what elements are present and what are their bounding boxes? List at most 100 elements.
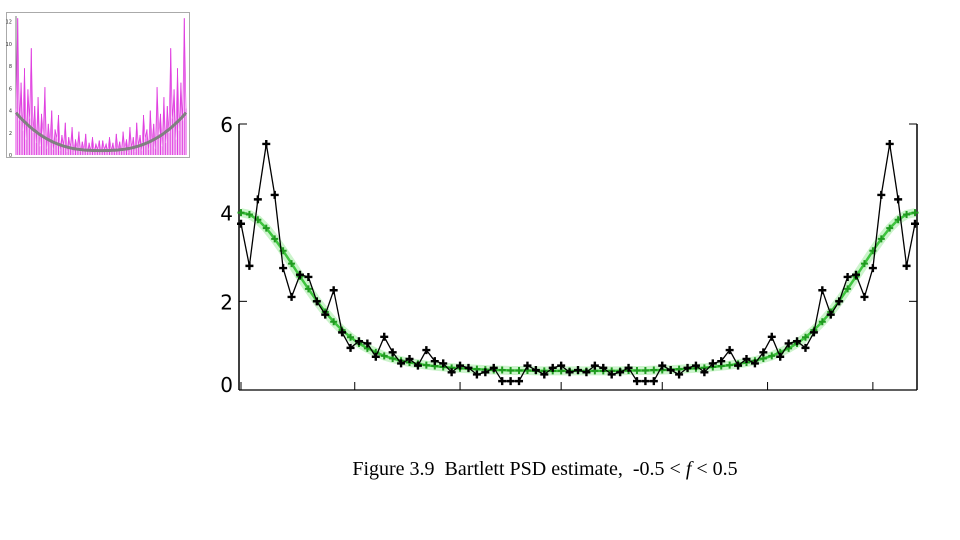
raw-series-point	[270, 190, 279, 199]
smooth-series-point	[911, 209, 919, 217]
smooth-series-point	[886, 224, 894, 232]
smooth-series-point	[641, 366, 649, 374]
thumb-y-tick-label: 6	[9, 86, 12, 92]
raw-series-point	[565, 368, 574, 377]
smooth-series-point	[380, 352, 388, 360]
raw-series-point	[287, 292, 296, 301]
raw-series-point	[809, 328, 818, 337]
raw-series-point	[574, 366, 582, 375]
raw-series-point	[548, 363, 557, 372]
raw-series-point	[523, 361, 532, 370]
raw-series-point	[295, 270, 304, 279]
raw-series-point	[506, 377, 515, 386]
raw-series-point	[447, 368, 456, 377]
raw-series-point	[354, 337, 363, 346]
raw-series-point	[262, 139, 271, 148]
raw-series-point	[481, 368, 490, 377]
raw-series-point	[363, 339, 372, 348]
thumb-y-tick-label: 2	[9, 131, 12, 137]
raw-series-point	[472, 370, 481, 379]
smooth-series-point	[245, 210, 253, 218]
smooth-series-point	[768, 352, 776, 360]
caption-prefix: Figure 3.9 Bartlett PSD estimate, -0.5 <	[352, 458, 686, 480]
y-tick-label: 4	[220, 202, 233, 226]
smooth-series-point	[271, 235, 279, 243]
raw-series-point	[911, 219, 919, 228]
smooth-series-line	[240, 211, 916, 373]
raw-series-point	[582, 368, 591, 377]
smooth-series-point	[330, 318, 338, 326]
raw-series-point	[776, 352, 785, 361]
raw-series-point	[430, 357, 439, 366]
raw-series-point	[245, 261, 254, 270]
raw-series-point	[346, 343, 355, 352]
thumb-y-tick-label: 10	[6, 42, 12, 48]
raw-series-point	[717, 357, 726, 366]
psd-chart: 0 2 4 6	[220, 113, 919, 397]
thumb-y-tick-label: 0	[9, 153, 12, 158]
raw-series-point	[531, 366, 540, 375]
raw-series-point	[321, 310, 330, 319]
thumb-raw-line	[15, 18, 187, 153]
raw-series-point	[456, 361, 465, 370]
raw-series-point	[464, 363, 473, 372]
raw-series-point	[700, 368, 709, 377]
raw-series-point	[253, 195, 262, 204]
raw-series-point	[902, 261, 911, 270]
thumb-y-tick-label: 4	[9, 109, 12, 115]
smooth-series-point	[422, 361, 430, 369]
raw-series-point	[750, 359, 759, 368]
raw-series-point	[675, 370, 684, 379]
y-tick-label: 2	[220, 290, 233, 314]
raw-series-point	[237, 219, 245, 228]
raw-series-point	[632, 377, 641, 386]
y-tick-label: 6	[220, 113, 233, 137]
raw-series-point	[658, 361, 667, 370]
raw-series-point	[557, 361, 566, 370]
smooth-series-point	[818, 318, 826, 326]
raw-series-point	[649, 377, 658, 386]
raw-series-point	[843, 272, 852, 281]
smooth-series-point	[650, 366, 658, 374]
smooth-series-point	[498, 366, 506, 374]
raw-series-point	[498, 377, 507, 386]
smooth-series-point	[844, 285, 852, 293]
raw-series-point	[793, 337, 802, 346]
raw-series-point	[388, 348, 397, 357]
raw-series-point	[666, 366, 675, 375]
raw-series-point	[818, 286, 827, 295]
raw-series-point	[439, 359, 448, 368]
thumbnail-chart: 0 2 4 6 8 10 12	[6, 12, 190, 158]
raw-series-point	[759, 348, 768, 357]
raw-series-point	[607, 370, 616, 379]
raw-series-point	[422, 346, 431, 355]
smooth-series-point	[633, 366, 641, 374]
raw-series-point	[329, 286, 338, 295]
raw-series-point	[852, 270, 861, 279]
raw-series-point	[405, 354, 414, 363]
smooth-series-point	[726, 361, 734, 369]
raw-series-point	[691, 361, 700, 370]
raw-series-point	[397, 359, 406, 368]
raw-series-point	[734, 361, 743, 370]
raw-series-point	[312, 297, 321, 306]
smooth-series-point	[288, 260, 296, 268]
smooth-series-point	[262, 224, 270, 232]
smooth-series-glow	[240, 208, 916, 376]
smooth-series-point	[237, 209, 245, 217]
raw-series-point	[835, 297, 844, 306]
thumb-y-tick-label: 8	[9, 64, 12, 70]
raw-series-point	[885, 139, 894, 148]
caption-suffix: < 0.5	[691, 458, 738, 480]
raw-series-point	[868, 264, 877, 273]
raw-series-point	[413, 361, 422, 370]
smooth-series-point	[877, 235, 885, 243]
smooth-series-point	[304, 285, 312, 293]
raw-series-point	[826, 310, 835, 319]
y-tick-label: 0	[220, 373, 233, 397]
raw-series-point	[641, 377, 650, 386]
raw-series-point	[801, 343, 810, 352]
raw-series-line	[240, 143, 916, 382]
smooth-series-point	[860, 260, 868, 268]
raw-series-point	[616, 368, 625, 377]
